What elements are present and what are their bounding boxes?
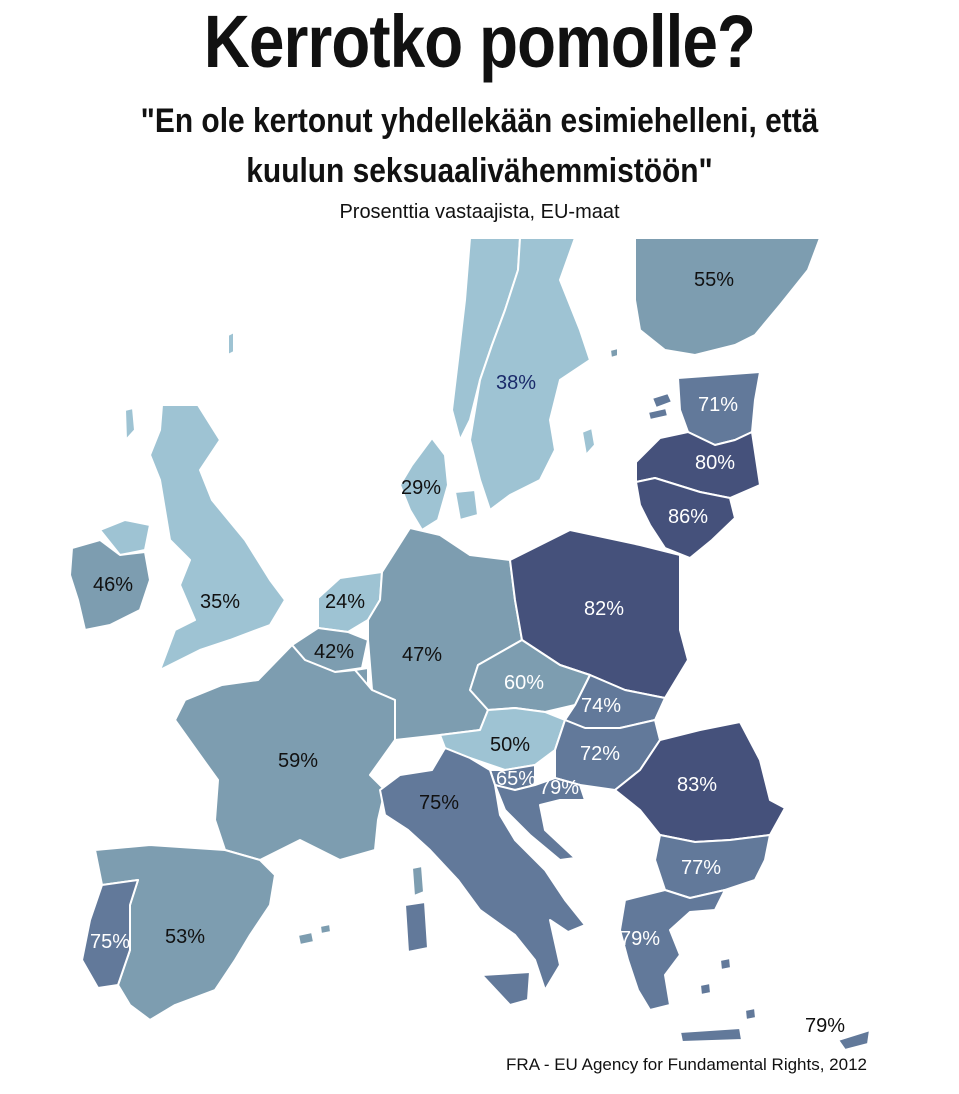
italy-country (379, 747, 586, 991)
greece-label: 79% (620, 928, 660, 950)
northern-ireland-region (99, 519, 151, 556)
corsica-island (411, 865, 425, 897)
cyprus-country (837, 1029, 871, 1051)
bulgaria-country (654, 834, 771, 899)
sardinia-island (404, 901, 429, 953)
finland-label: 55% (694, 269, 734, 291)
france-label: 59% (278, 750, 318, 772)
italy-label: 75% (419, 792, 459, 814)
map-title: Kerrotko pomolle? (203, 0, 756, 83)
hebrides-island (124, 331, 235, 441)
slovakia-label: 74% (581, 695, 621, 717)
slovenia-label: 65% (496, 768, 536, 790)
gotland-island (581, 427, 596, 456)
latvia-label: 80% (695, 452, 735, 474)
austria-label: 50% (490, 734, 530, 756)
map-note: Prosenttia vastaajista, EU-maat (339, 201, 620, 223)
spain-label: 53% (165, 926, 205, 948)
sicily-island (481, 971, 531, 1006)
source-credit: FRA - EU Agency for Fundamental Rights, … (506, 1055, 867, 1074)
crete-island (679, 1027, 743, 1043)
finland-country (634, 237, 821, 356)
denmark-label: 29% (401, 477, 441, 499)
greece-country (619, 889, 726, 1011)
ireland-country (69, 539, 151, 631)
ireland-label: 46% (93, 574, 133, 596)
lithuania-label: 86% (668, 506, 708, 528)
czech-country (469, 639, 591, 713)
croatia-label: 79% (539, 777, 579, 799)
romania-country (614, 721, 786, 843)
greek-islands (699, 957, 757, 1021)
saaremaa-island (647, 392, 673, 421)
romania-label: 83% (677, 774, 717, 796)
poland-label: 82% (584, 598, 624, 620)
hungary-label: 72% (580, 743, 620, 765)
lithuania-country (635, 477, 736, 559)
denmark-country (399, 437, 449, 531)
bulgaria-label: 77% (681, 857, 721, 879)
zealand-island (454, 489, 479, 521)
estonia-label: 71% (698, 394, 738, 416)
portugal-label: 75% (90, 931, 130, 953)
cyprus-label: 79% (805, 1015, 845, 1037)
belgium-label: 42% (314, 641, 354, 663)
netherlands-label: 24% (325, 591, 365, 613)
france-country (174, 644, 396, 861)
germany-label: 47% (402, 644, 442, 666)
portugal-country (81, 879, 139, 989)
subtitle-line-2: kuulun seksuaalivähemmistöön" (246, 152, 713, 190)
balearic-islands (297, 923, 332, 946)
croatia-country (494, 777, 586, 861)
sweden-label: 38% (496, 372, 536, 394)
aland-island (609, 347, 619, 359)
sweden-country (469, 237, 591, 511)
map-subtitle: "En ole kertonut yhdellekään esimiehelle… (58, 96, 902, 196)
uk-country (149, 404, 286, 671)
czech-label: 60% (504, 672, 544, 694)
uk-label: 35% (200, 591, 240, 613)
subtitle-line-1: "En ole kertonut yhdellekään esimiehelle… (140, 102, 819, 140)
